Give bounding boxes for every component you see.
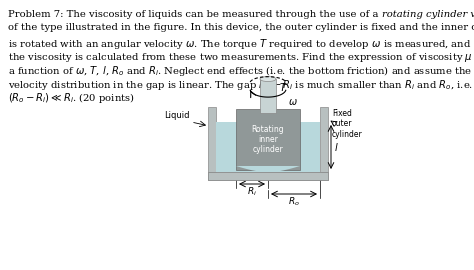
Bar [208,172,328,180]
Text: Problem 7: The viscosity of liquids can be measured through the use of a: Problem 7: The viscosity of liquids can … [8,10,382,19]
Text: $l$: $l$ [334,141,338,153]
Bar [208,107,216,172]
Text: velocity distribution in the gap is linear. The gap $R_o - R_i$ is much smaller : velocity distribution in the gap is line… [8,77,473,92]
Text: Rotating
inner
cylinder: Rotating inner cylinder [252,124,284,154]
Bar [320,107,328,172]
Bar [236,109,300,170]
Text: $T$: $T$ [279,81,288,93]
Text: rotating cylinder viscometer: rotating cylinder viscometer [382,10,474,19]
Text: is rotated with an angular velocity $\omega$. The torque $T$ required to develop: is rotated with an angular velocity $\om… [8,37,472,51]
Text: the viscosity is calculated from these two measurements. Find the expression of : the viscosity is calculated from these t… [8,50,474,63]
Text: $(R_o - R_i) \ll R_i$. (20 points): $(R_o - R_i) \ll R_i$. (20 points) [8,91,135,105]
Text: $\omega$: $\omega$ [288,97,298,107]
Ellipse shape [260,76,276,82]
Text: a function of $\omega$, $T$, $l$, $R_o$ and $R_i$. Neglect end effects (i.e. the: a function of $\omega$, $T$, $l$, $R_o$ … [8,64,472,78]
Text: Liquid: Liquid [164,111,190,120]
Bar [260,79,276,113]
Text: $R_o$: $R_o$ [288,196,300,208]
Text: Fixed
outer
cylinder: Fixed outer cylinder [332,109,363,139]
Text: $R_i$: $R_i$ [247,186,257,198]
Bar [216,122,320,172]
Bar [208,172,328,180]
Text: of the type illustrated in the figure. In this device, the outer cylinder is fix: of the type illustrated in the figure. I… [8,23,474,32]
